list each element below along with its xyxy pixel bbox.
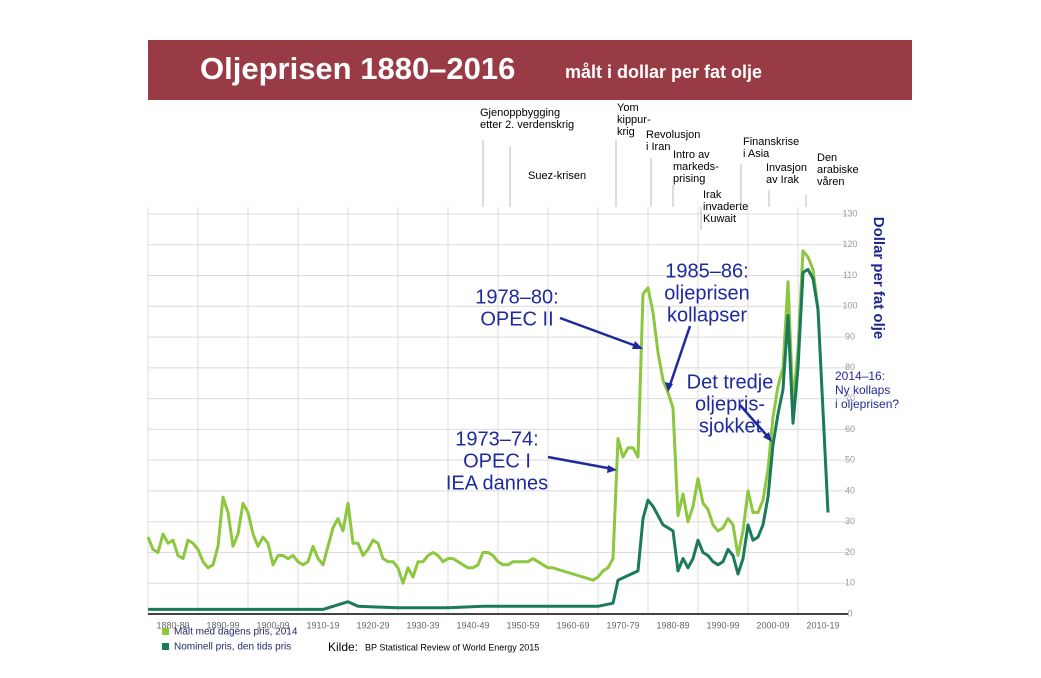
annotation: 1978–80:: [475, 286, 558, 308]
y-axis-label: Dollar per fat olje: [870, 217, 887, 340]
y-tick-label: 100: [842, 301, 857, 311]
y-tick-label: 130: [842, 208, 857, 218]
x-tick-label: 1990-99: [706, 620, 739, 630]
event-label: i Iran: [646, 141, 670, 153]
y-tick-label: 40: [845, 485, 855, 495]
x-tick-label: 1960-69: [556, 620, 589, 630]
annotation: oljeprisen: [664, 282, 750, 304]
annotation: IEA dannes: [446, 472, 548, 494]
x-tick-label: 2000-09: [756, 620, 789, 630]
y-tick-label: 10: [845, 578, 855, 588]
annotation: 1973–74:: [455, 428, 538, 450]
legend-swatch: [162, 628, 169, 635]
x-tick-label: 2010-19: [806, 620, 839, 630]
event-label: arabiske: [817, 164, 859, 176]
event-label: kippur-: [617, 114, 651, 126]
arrow-heads: [607, 341, 772, 473]
annotation: 1985–86:: [665, 260, 748, 282]
series-line: [146, 249, 820, 585]
arrow-head: [607, 465, 617, 473]
event-label: Finanskrise: [743, 136, 799, 148]
legend-label: Målt med dagens pris, 2014: [174, 626, 298, 638]
arrow: [739, 404, 770, 439]
y-tick-label: 20: [845, 547, 855, 557]
chart-title: Oljeprisen 1880–2016: [200, 51, 515, 86]
x-tick-label: 1900-09: [256, 620, 289, 630]
y-tick-label: 70: [845, 393, 855, 403]
y-tick-label: 60: [845, 424, 855, 434]
y-tick-label: 80: [845, 362, 855, 372]
event-label: Gjenoppbygging: [480, 107, 560, 119]
x-tick-label: 1880-89: [156, 620, 189, 630]
arrow-head: [632, 341, 643, 349]
y-tick-label: 50: [845, 455, 855, 465]
event-label: markeds-: [673, 161, 719, 173]
event-label: Invasjon: [766, 162, 807, 174]
event-label: i Asia: [743, 148, 770, 160]
x-tick-label: 1930-39: [406, 620, 439, 630]
arrow-head: [763, 432, 772, 442]
arrow: [667, 325, 692, 389]
title-bar: [148, 40, 912, 100]
x-tick-label: 1970-79: [606, 620, 639, 630]
y-tick-label: 110: [843, 270, 857, 280]
y-tick-label: 120: [842, 239, 857, 249]
event-label: Den: [817, 152, 837, 164]
x-tick-label: 1910-19: [306, 620, 339, 630]
event-label: Irak: [703, 189, 722, 201]
arrows: [547, 316, 770, 471]
annotation: i oljeprisen?: [835, 397, 899, 411]
event-label: krig: [617, 126, 635, 138]
source: BP Statistical Review of World Energy 20…: [365, 642, 539, 652]
event-label: Suez-krisen: [528, 170, 586, 182]
arrow: [547, 455, 614, 471]
event-label: Yom: [617, 102, 639, 114]
event-label: Revolusjon: [646, 129, 700, 141]
event-label: våren: [817, 176, 845, 188]
y-tick-label: 0: [847, 608, 852, 618]
y-tick-label: 90: [845, 331, 855, 341]
legend-label: Nominell pris, den tids pris: [174, 642, 291, 653]
annotation: OPEC II: [480, 308, 553, 330]
annotation: OPEC I: [463, 450, 531, 472]
x-tick-label: 1920-29: [356, 620, 389, 630]
event-label: av Irak: [766, 174, 800, 186]
arrow-head: [665, 382, 673, 392]
annotation: sjokket: [699, 415, 762, 437]
annotation: Det tredje: [687, 371, 774, 393]
annotation: 2014–16:: [835, 369, 885, 383]
x-tick-label: 1940-49: [456, 620, 489, 630]
chart-subtitle: målt i dollar per fat olje: [565, 62, 762, 82]
event-label: Kuwait: [703, 213, 736, 225]
x-tick-label: 1950-59: [506, 620, 539, 630]
event-label: Intro av: [673, 149, 710, 161]
y-tick-label: 30: [845, 516, 855, 526]
x-tick-label: 1980-89: [656, 620, 689, 630]
annotation: Ny kollaps: [835, 383, 890, 397]
event-label: etter 2. verdenskrig: [480, 119, 574, 131]
annotation: kollapser: [667, 304, 747, 326]
series-line: [148, 267, 830, 611]
x-tick-label: 1890-99: [206, 620, 239, 630]
event-label: prising: [673, 173, 705, 185]
arrow: [559, 316, 640, 349]
event-label: invaderte: [703, 201, 748, 213]
annotation: oljepris-: [695, 393, 765, 415]
source-label: Kilde:: [328, 640, 358, 654]
legend-swatch: [162, 643, 169, 650]
